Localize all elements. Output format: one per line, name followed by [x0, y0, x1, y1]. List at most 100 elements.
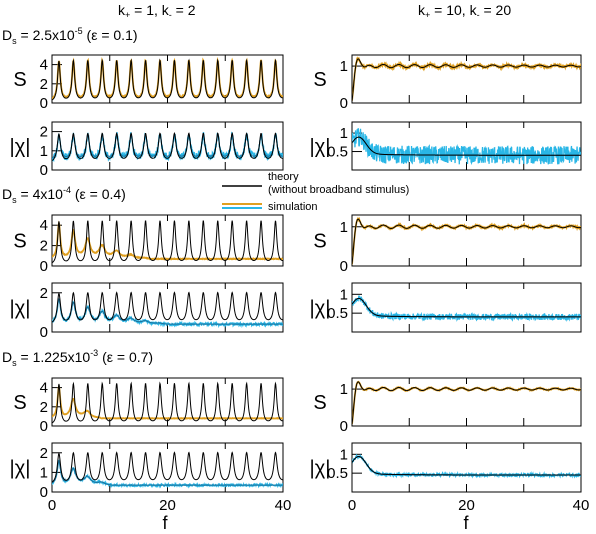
y-tick-label: 1 — [340, 58, 348, 75]
series-group — [52, 291, 283, 329]
series-theory — [352, 218, 581, 265]
series-group — [352, 453, 581, 479]
y-axis-label: S — [313, 231, 326, 253]
y-tick-label: 0 — [40, 484, 48, 501]
y-axis-label: S — [13, 392, 26, 414]
x-tick-label: 0 — [348, 497, 356, 514]
y-tick-label: 0 — [40, 258, 48, 275]
series-theory — [352, 136, 581, 156]
y-tick-label: 0 — [340, 95, 348, 112]
y-axis-label: |χ| — [310, 458, 331, 480]
y-axis-label: S — [313, 392, 326, 414]
series-theory — [352, 381, 581, 425]
y-tick-label: 1 — [40, 143, 48, 160]
series-simulation — [352, 453, 581, 479]
column-title-left: k+ = 1, k- = 2 — [118, 2, 196, 20]
x-tick-label: 0 — [48, 497, 56, 514]
panel-r2-c1-chi: 0 2 |χ| — [10, 282, 284, 341]
series-theory — [52, 291, 283, 323]
panel-r1-c2-S: 0 1S — [313, 54, 582, 112]
y-tick-label: 0.5 — [327, 465, 348, 482]
y-tick-label: 1 — [340, 381, 348, 398]
y-tick-label: 1 — [340, 219, 348, 236]
y-tick-label: 4 — [40, 380, 48, 397]
series-group — [352, 216, 581, 265]
x-axis-label-left: f — [162, 513, 168, 533]
series-theory — [352, 58, 581, 102]
y-tick-label: 4 — [40, 217, 48, 234]
panels: 024S012|χ|01S0.51|χ|024S02|χ|01S0.51|χ|0… — [10, 54, 590, 514]
y-axis-label: S — [313, 69, 326, 91]
series-simulation-mean — [52, 460, 283, 486]
series-group — [352, 56, 581, 102]
row-title-1: Ds = 2.5x10-5 (ε = 0.1) — [2, 26, 138, 46]
series-group — [352, 380, 581, 425]
panel-r3-c1-S: 0 2 4S — [13, 377, 284, 435]
y-tick-label: 0 — [40, 418, 48, 435]
y-tick-label: 0.5 — [327, 305, 348, 322]
y-tick-label: 0 — [40, 324, 48, 341]
series-simulation — [52, 220, 283, 261]
panel-r2-c1-S: 0 2 4S — [13, 214, 284, 275]
panel-r3-c2-S: 0 1S — [313, 377, 582, 435]
x-tick-label: 20 — [159, 497, 176, 514]
y-tick-label: 0 — [340, 418, 348, 435]
series-simulation-mean — [352, 456, 581, 476]
column-title-right: k+ = 10, k- = 20 — [418, 2, 511, 20]
y-axis-label: |χ| — [310, 298, 331, 320]
series-theory — [52, 381, 283, 424]
y-tick-label: 2 — [40, 399, 48, 416]
series-group — [52, 451, 283, 489]
panel-r3-c1-chi: 012|χ|0 20 40 — [10, 442, 292, 514]
y-tick-label: 2 — [40, 285, 48, 302]
x-tick-label: 20 — [458, 497, 475, 514]
series-group — [352, 128, 581, 166]
series-group — [352, 295, 581, 322]
series-group — [52, 381, 283, 424]
y-tick-label: 0 — [40, 162, 48, 179]
y-tick-label: 0 — [40, 95, 48, 112]
panel-r2-c2-chi: 0.5 1 |χ| — [310, 282, 582, 333]
x-tick-label: 40 — [275, 497, 292, 514]
y-tick-label: 0.5 — [327, 144, 348, 161]
panel-r3-c2-chi: 0.5 1 |χ| 0 20 40 — [310, 442, 590, 514]
series-theory — [52, 58, 283, 101]
series-theory — [52, 220, 283, 264]
series-theory — [352, 456, 581, 476]
y-tick-label: 0 — [340, 258, 348, 275]
y-tick-label: 2 — [40, 445, 48, 462]
panel-r2-c2-S: 0 1S — [313, 214, 582, 275]
x-axis-label-right: f — [463, 513, 469, 533]
y-tick-label: 4 — [40, 57, 48, 74]
y-tick-label: 1 — [340, 446, 348, 463]
y-axis-label: |χ| — [10, 136, 31, 158]
series-group — [52, 56, 283, 101]
y-tick-label: 2 — [40, 238, 48, 255]
y-axis-label: S — [13, 69, 26, 91]
series-theory — [52, 451, 283, 483]
series-group — [52, 220, 283, 264]
legend-theory-label: theory — [268, 171, 299, 183]
row-title-3: Ds = 1.225x10-3 (ε = 0.7) — [2, 348, 153, 368]
series-theory — [52, 132, 283, 161]
series-simulation — [352, 56, 581, 101]
legend-sim-label: simulation — [268, 201, 318, 213]
series-simulation — [352, 128, 581, 166]
series-group — [52, 131, 283, 163]
panel-r1-c1-chi: 0 1 2 |χ| — [10, 121, 284, 179]
y-axis-label: |χ| — [10, 298, 31, 320]
y-tick-label: 1 — [40, 464, 48, 481]
y-axis-label: S — [13, 231, 26, 253]
series-theory — [352, 297, 581, 318]
x-tick-label: 40 — [573, 497, 590, 514]
y-axis-label: |χ| — [310, 136, 331, 158]
legend-theory-sublabel: (without broadband stimulus) — [268, 184, 409, 196]
y-tick-label: 1 — [340, 286, 348, 303]
legend: theory (without broadband stimulus) simu… — [222, 171, 409, 213]
panel-r1-c1-S: 0 2 4S — [13, 54, 284, 112]
y-axis-label: |χ| — [10, 458, 31, 480]
panel-r1-c2-chi: 0.5 1 |χ| — [310, 121, 582, 171]
y-tick-label: 2 — [40, 124, 48, 141]
